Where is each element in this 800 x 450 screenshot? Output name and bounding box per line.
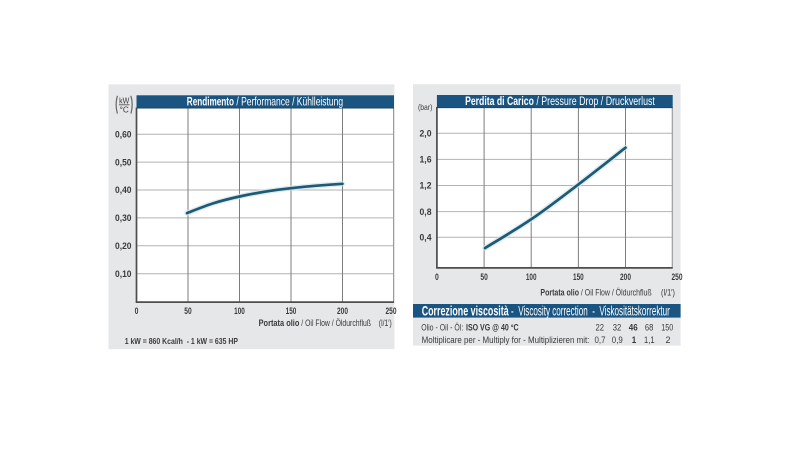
svg-text:1,2: 1,2 bbox=[420, 181, 432, 191]
svg-text:0,7: 0,7 bbox=[595, 335, 606, 345]
svg-text:150: 150 bbox=[286, 306, 297, 316]
svg-text:0,40: 0,40 bbox=[115, 185, 132, 195]
svg-text:1,6: 1,6 bbox=[420, 155, 432, 165]
svg-text:22: 22 bbox=[596, 323, 605, 333]
svg-text:0,50: 0,50 bbox=[115, 157, 132, 167]
svg-text:kW: kW bbox=[119, 96, 129, 105]
svg-text:°C: °C bbox=[120, 105, 129, 114]
svg-text:Rendimento: Rendimento bbox=[187, 94, 234, 108]
svg-text:(l/1′): (l/1′) bbox=[379, 318, 392, 328]
svg-text:100: 100 bbox=[234, 306, 245, 316]
svg-text:1,1: 1,1 bbox=[644, 335, 655, 345]
svg-text:2: 2 bbox=[666, 335, 671, 345]
svg-text:200: 200 bbox=[620, 272, 631, 282]
svg-text:Portata olio: Portata olio bbox=[540, 287, 579, 297]
svg-text:200: 200 bbox=[337, 306, 348, 316]
svg-text:0,20: 0,20 bbox=[115, 241, 132, 251]
svg-text:0,30: 0,30 bbox=[115, 213, 132, 223]
svg-text:150: 150 bbox=[661, 323, 673, 333]
svg-text:1 kW = 860 Kcal/h - 1 kW = 63: 1 kW = 860 Kcal/h - 1 kW = 635 HP bbox=[125, 336, 239, 346]
svg-text:1: 1 bbox=[632, 335, 637, 345]
svg-text:(bar): (bar) bbox=[418, 102, 433, 112]
svg-text:32: 32 bbox=[613, 323, 622, 333]
svg-text:Perdita di Carico: Perdita di Carico bbox=[465, 94, 534, 108]
svg-text:0,10: 0,10 bbox=[115, 269, 132, 279]
svg-text:/ Oil Flow / Öldurchfluß: / Oil Flow / Öldurchfluß bbox=[299, 318, 371, 328]
svg-text:46: 46 bbox=[629, 323, 638, 333]
svg-text:/ Performance / Kühlleistung: / Performance / Kühlleistung bbox=[234, 94, 343, 108]
svg-text:250: 250 bbox=[672, 272, 683, 282]
svg-text:0,9: 0,9 bbox=[612, 335, 623, 345]
svg-text:Portata olio: Portata olio bbox=[259, 318, 300, 328]
svg-text:100: 100 bbox=[526, 272, 537, 282]
svg-text:Moltiplicare per - Multiply fo: Moltiplicare per - Multiply for - Multip… bbox=[422, 335, 590, 345]
svg-text:/ Oil Flow / Öldurchfluß: / Oil Flow / Öldurchfluß bbox=[579, 287, 652, 297]
svg-text:- Viscosity correction - Vi: - Viscosity correction - Viskositätskorr… bbox=[509, 304, 670, 319]
svg-text:(l/1′): (l/1′) bbox=[661, 287, 675, 297]
svg-text:Olio - Oil - Öl:: Olio - Oil - Öl: bbox=[421, 323, 465, 333]
svg-text:0: 0 bbox=[135, 306, 139, 316]
svg-text:250: 250 bbox=[386, 306, 397, 316]
svg-text:0: 0 bbox=[435, 272, 439, 282]
svg-text:/ Pressure Drop / Druckverlust: / Pressure Drop / Druckverlust bbox=[534, 94, 655, 108]
svg-text:ISO VG @ 40 °C: ISO VG @ 40 °C bbox=[466, 323, 519, 333]
svg-text:0,4: 0,4 bbox=[420, 233, 432, 243]
svg-text:Correzione viscosità: Correzione viscosità bbox=[422, 304, 509, 319]
svg-text:50: 50 bbox=[184, 306, 191, 316]
svg-text:50: 50 bbox=[480, 272, 487, 282]
svg-text:2,0: 2,0 bbox=[420, 129, 432, 139]
svg-text:0,60: 0,60 bbox=[115, 129, 132, 139]
svg-text:150: 150 bbox=[573, 272, 584, 282]
svg-text:68: 68 bbox=[645, 323, 654, 333]
svg-text:0,8: 0,8 bbox=[420, 207, 432, 217]
